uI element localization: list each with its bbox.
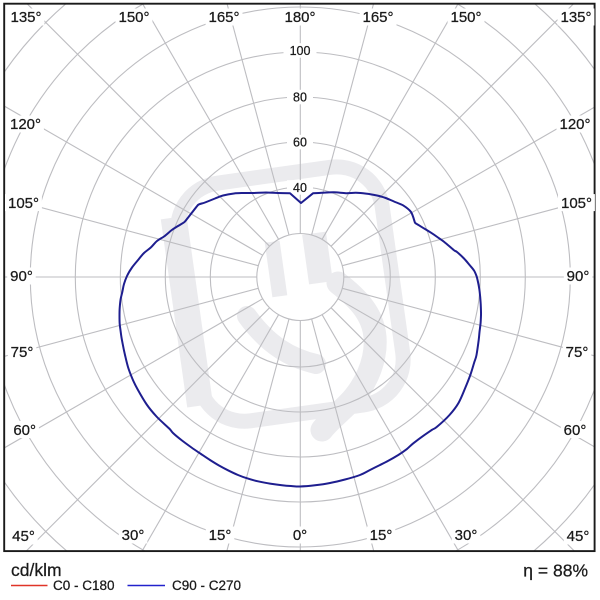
svg-text:120°: 120°: [559, 116, 590, 133]
svg-text:0°: 0°: [293, 527, 307, 544]
svg-text:90°: 90°: [567, 268, 590, 285]
svg-text:150°: 150°: [450, 9, 481, 26]
svg-text:60°: 60°: [564, 422, 587, 439]
svg-text:45°: 45°: [567, 528, 590, 545]
svg-text:180°: 180°: [284, 9, 315, 26]
svg-text:45°: 45°: [12, 528, 35, 545]
svg-text:η = 88%: η = 88%: [523, 561, 588, 581]
svg-text:120°: 120°: [10, 116, 41, 133]
svg-text:90°: 90°: [10, 268, 33, 285]
svg-text:165°: 165°: [208, 9, 239, 26]
svg-text:150°: 150°: [118, 9, 149, 26]
svg-text:30°: 30°: [455, 527, 478, 544]
svg-text:105°: 105°: [561, 195, 592, 212]
svg-text:30°: 30°: [122, 527, 145, 544]
svg-text:60: 60: [293, 135, 307, 149]
svg-text:15°: 15°: [370, 527, 393, 544]
svg-text:80: 80: [293, 90, 307, 104]
svg-text:165°: 165°: [362, 9, 393, 26]
svg-text:C90 - C270: C90 - C270: [172, 578, 241, 593]
svg-text:75°: 75°: [566, 344, 589, 361]
svg-text:135°: 135°: [10, 9, 41, 26]
svg-text:C0 - C180: C0 - C180: [53, 578, 115, 593]
svg-text:cd/klm: cd/klm: [11, 560, 62, 580]
svg-text:60°: 60°: [13, 422, 36, 439]
svg-text:100: 100: [290, 44, 311, 58]
svg-text:15°: 15°: [209, 527, 232, 544]
svg-text:105°: 105°: [8, 195, 39, 212]
svg-text:40: 40: [293, 181, 307, 195]
svg-text:135°: 135°: [560, 9, 591, 26]
svg-text:75°: 75°: [11, 344, 34, 361]
